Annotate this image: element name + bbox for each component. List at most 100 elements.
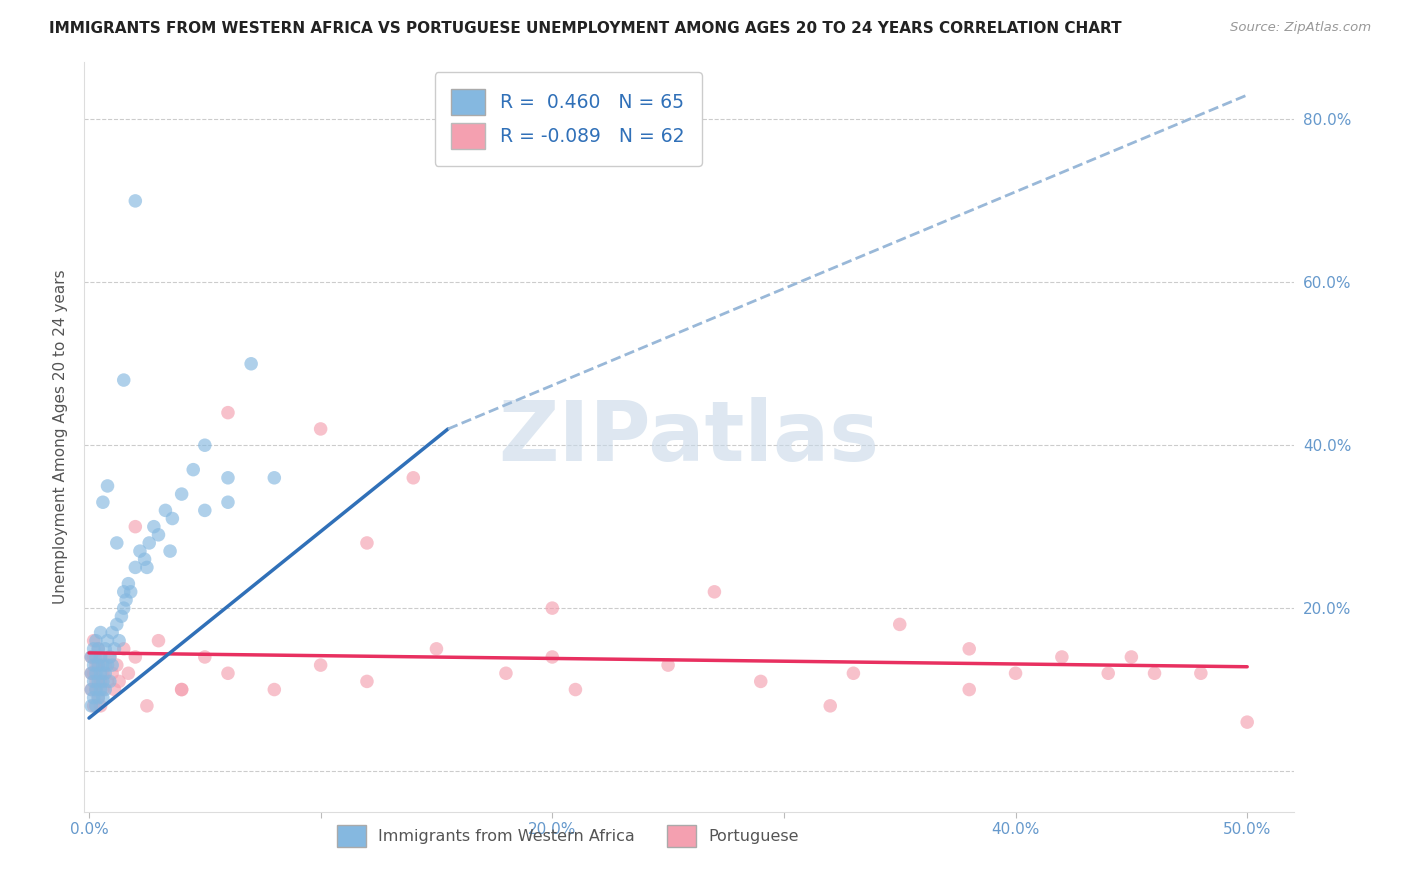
Point [124, 650, 146, 665]
Point [96, 674, 118, 689]
Point [842, 666, 865, 681]
Point [80, 666, 103, 681]
Point [91, 690, 114, 705]
Point [84, 650, 107, 665]
Point [80, 698, 103, 713]
Point [170, 487, 193, 501]
Point [87, 658, 110, 673]
Point [703, 584, 725, 599]
Point [84, 633, 107, 648]
Point [84, 666, 107, 681]
Point [90, 682, 112, 697]
Point [80, 666, 103, 681]
Text: IMMIGRANTS FROM WESTERN AFRICA VS PORTUGUESE UNEMPLOYMENT AMONG AGES 20 TO 24 YE: IMMIGRANTS FROM WESTERN AFRICA VS PORTUG… [49, 21, 1122, 36]
Point [105, 617, 128, 632]
Point [263, 471, 285, 485]
Point [194, 438, 217, 452]
Point [83, 666, 105, 681]
Point [94, 641, 117, 656]
Point [309, 422, 332, 436]
Point [159, 544, 181, 558]
Point [170, 682, 193, 697]
Point [170, 682, 193, 697]
Point [90, 650, 112, 665]
Point [425, 641, 447, 656]
Point [94, 682, 117, 697]
Point [84, 682, 107, 697]
Point [112, 373, 135, 387]
Point [87, 690, 110, 705]
Point [83, 658, 105, 673]
Point [87, 641, 110, 656]
Point [90, 666, 112, 681]
Point [98, 674, 121, 689]
Point [83, 674, 105, 689]
Point [96, 479, 118, 493]
Point [217, 471, 239, 485]
Point [83, 650, 105, 665]
Point [240, 357, 263, 371]
Point [1050, 650, 1073, 665]
Point [181, 463, 204, 477]
Point [138, 536, 160, 550]
Text: ZIPatlas: ZIPatlas [499, 397, 879, 477]
Point [120, 584, 142, 599]
Point [80, 650, 103, 665]
Text: Source: ZipAtlas.com: Source: ZipAtlas.com [1230, 21, 1371, 34]
Point [124, 519, 146, 533]
Point [495, 666, 517, 681]
Legend: Immigrants from Western Africa, Portuguese: Immigrants from Western Africa, Portugue… [325, 812, 811, 860]
Point [217, 406, 239, 420]
Point [402, 471, 425, 485]
Point [263, 682, 285, 697]
Point [101, 625, 124, 640]
Point [124, 560, 146, 574]
Point [91, 674, 114, 689]
Point [101, 666, 124, 681]
Point [957, 682, 980, 697]
Point [115, 593, 138, 607]
Point [83, 698, 105, 713]
Point [87, 690, 110, 705]
Point [148, 528, 170, 542]
Point [217, 495, 239, 509]
Point [90, 625, 112, 640]
Point [80, 650, 103, 665]
Point [129, 544, 152, 558]
Point [94, 658, 117, 673]
Point [91, 495, 114, 509]
Point [91, 658, 114, 673]
Point [134, 552, 156, 566]
Point [87, 641, 110, 656]
Point [155, 503, 177, 517]
Y-axis label: Unemployment Among Ages 20 to 24 years: Unemployment Among Ages 20 to 24 years [52, 269, 67, 605]
Point [98, 650, 121, 665]
Point [217, 666, 239, 681]
Point [103, 682, 125, 697]
Point [90, 674, 112, 689]
Point [356, 674, 378, 689]
Point [90, 698, 112, 713]
Point [541, 601, 564, 615]
Point [84, 698, 107, 713]
Point [957, 641, 980, 656]
Point [1143, 666, 1166, 681]
Point [105, 658, 128, 673]
Point [1121, 650, 1143, 665]
Point [1097, 666, 1119, 681]
Point [91, 666, 114, 681]
Point [142, 519, 165, 533]
Point [80, 682, 103, 697]
Point [356, 536, 378, 550]
Point [117, 666, 139, 681]
Point [84, 682, 107, 697]
Point [83, 641, 105, 656]
Point [87, 674, 110, 689]
Point [1236, 715, 1258, 730]
Point [749, 674, 772, 689]
Point [117, 576, 139, 591]
Point [112, 584, 135, 599]
Point [112, 641, 135, 656]
Point [135, 698, 157, 713]
Point [135, 560, 157, 574]
